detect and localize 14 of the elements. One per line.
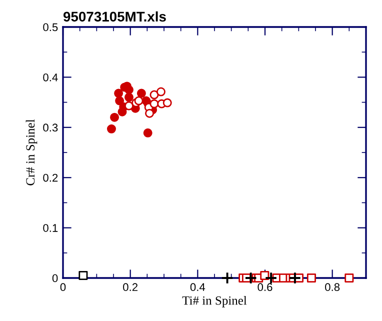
x-axis-title: Ti# in Spinel xyxy=(182,296,247,308)
y-tick-label: 0.3 xyxy=(43,124,58,132)
x-tick-label: 0.2 xyxy=(123,283,138,292)
y-tick-label: 0.5 xyxy=(43,23,58,32)
x-tick-label: 0.8 xyxy=(325,283,340,292)
chart-title: 95073105MT.xls xyxy=(63,11,166,22)
y-tick-label: 0.4 xyxy=(43,73,58,82)
x-tick-label: 0.6 xyxy=(258,283,272,292)
y-tick-label: 0.2 xyxy=(43,174,58,182)
x-tick-label: 0 xyxy=(60,283,66,292)
y-tick-label: 0 xyxy=(52,274,58,282)
y-axis-title: Cr# in Spinel xyxy=(26,119,38,186)
x-tick-label: 0.4 xyxy=(190,283,206,292)
y-tick-label: 0.1 xyxy=(43,224,58,232)
